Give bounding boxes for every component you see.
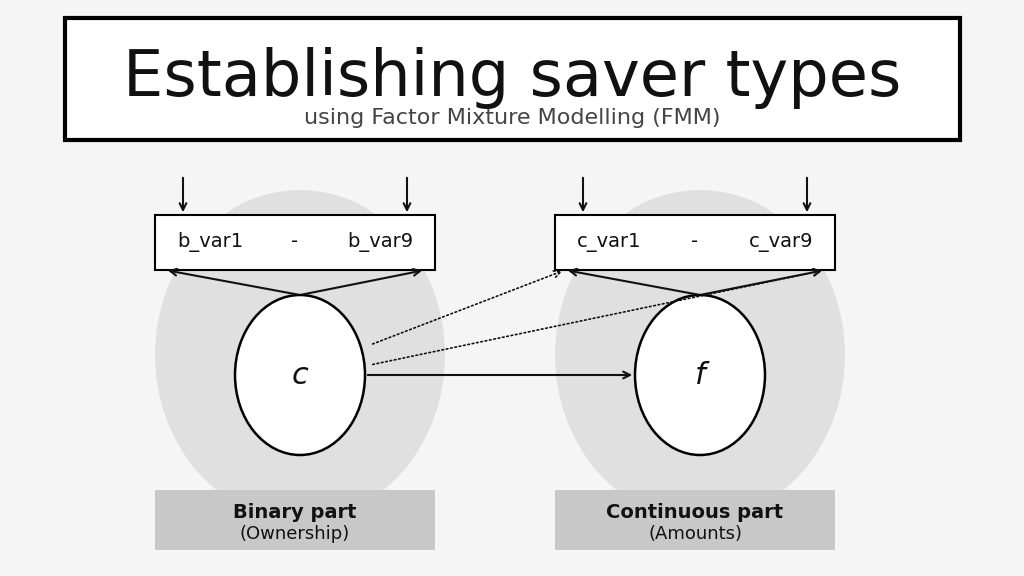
Text: Establishing saver types: Establishing saver types xyxy=(123,47,901,109)
Text: b_var1: b_var1 xyxy=(177,232,243,252)
Text: Binary part: Binary part xyxy=(233,502,356,521)
Ellipse shape xyxy=(635,295,765,455)
Text: c: c xyxy=(292,361,308,389)
FancyBboxPatch shape xyxy=(155,490,435,550)
Text: -: - xyxy=(691,233,698,252)
Ellipse shape xyxy=(155,190,445,520)
FancyBboxPatch shape xyxy=(555,215,835,270)
Ellipse shape xyxy=(555,190,845,520)
Text: c_var1: c_var1 xyxy=(577,233,641,252)
FancyBboxPatch shape xyxy=(555,490,835,550)
Text: c_var9: c_var9 xyxy=(749,233,813,252)
FancyBboxPatch shape xyxy=(155,215,435,270)
Text: using Factor Mixture Modelling (FMM): using Factor Mixture Modelling (FMM) xyxy=(304,108,720,128)
Text: (Ownership): (Ownership) xyxy=(240,525,350,543)
Text: (Amounts): (Amounts) xyxy=(648,525,742,543)
Text: b_var9: b_var9 xyxy=(347,232,413,252)
Ellipse shape xyxy=(234,295,365,455)
Text: -: - xyxy=(292,233,299,252)
Text: f: f xyxy=(694,361,706,389)
Text: Continuous part: Continuous part xyxy=(606,502,783,521)
FancyBboxPatch shape xyxy=(65,18,961,140)
